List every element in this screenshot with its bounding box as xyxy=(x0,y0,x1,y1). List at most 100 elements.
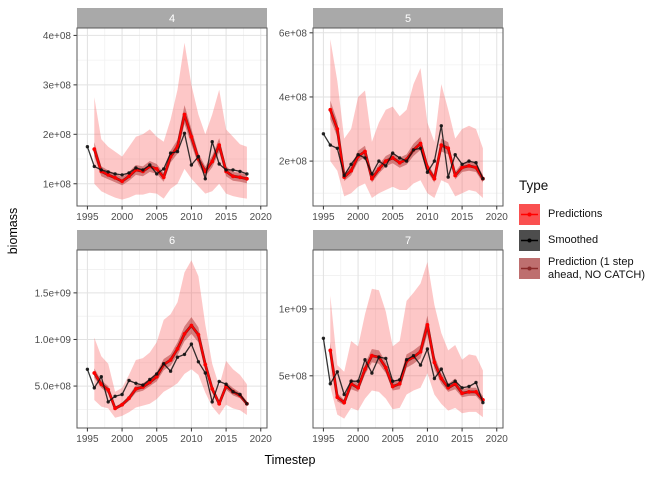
smoothed-point xyxy=(168,369,173,373)
smoothed-point xyxy=(106,400,110,404)
x-tick-label: 2000 xyxy=(347,434,370,445)
smoothed-point xyxy=(446,383,450,387)
predictions-point xyxy=(210,159,215,164)
predictions-point xyxy=(390,384,395,389)
predictions-point xyxy=(383,365,388,370)
x-tick-label: 1995 xyxy=(76,434,99,445)
x-tick-label: 2020 xyxy=(486,434,509,445)
smoothed-point xyxy=(106,170,110,174)
x-tick-label: 2015 xyxy=(215,212,238,223)
smoothed-point xyxy=(189,163,194,167)
y-tick-label: 5.0e+08 xyxy=(35,382,72,393)
smoothed-point xyxy=(196,360,201,364)
predictions-point xyxy=(154,167,159,171)
smoothed-point xyxy=(404,159,409,163)
smoothed-point xyxy=(328,382,332,386)
predictions-point xyxy=(161,175,166,180)
smoothed-point xyxy=(141,383,145,387)
x-tick-label: 2005 xyxy=(146,212,169,223)
smoothed-point xyxy=(411,354,416,358)
facet-panel-4: 4 1e+08 2e+08 3e+08 4e+08 1995 2000 2005 2010 201… xyxy=(43,8,272,223)
facet-strip xyxy=(313,8,503,28)
legend-label-smoothed: Smoothed xyxy=(548,234,599,247)
x-tick-label: 2015 xyxy=(451,434,474,445)
y-tick-label: 4e+08 xyxy=(279,92,308,103)
facet-strip xyxy=(77,230,267,250)
smoothed-point xyxy=(321,336,326,340)
x-tick-label: 1995 xyxy=(312,434,335,445)
predictions-point xyxy=(370,353,374,358)
legend-label-prediction-1step: Prediction (1 step ahead, NO CATCH) xyxy=(548,256,645,281)
smoothed-point xyxy=(210,140,214,144)
smoothed-point xyxy=(85,145,90,149)
smoothed-point xyxy=(467,159,471,163)
predictions-point xyxy=(349,168,353,173)
legend-key-glyph xyxy=(519,258,540,280)
smoothed-point xyxy=(349,162,353,166)
smoothed-point xyxy=(384,164,388,168)
x-axis-title: Timestep xyxy=(264,453,316,467)
smoothed-point xyxy=(196,154,201,159)
predictions-point xyxy=(231,174,235,179)
panel-border xyxy=(312,27,504,207)
smoothed-point xyxy=(439,124,443,128)
predictions-point xyxy=(203,362,208,367)
y-tick-label: 2e+08 xyxy=(43,130,72,141)
predictions-point xyxy=(397,381,402,386)
facet-panel-5: 5 2e+08 4e+08 6e+08 1995 2000 2005 2010 2015 2020 xyxy=(279,8,508,223)
legend-entry-predictions: Predictions xyxy=(519,204,671,225)
smoothed-point xyxy=(370,172,374,176)
smoothed-point xyxy=(411,148,416,152)
smoothed-point xyxy=(335,146,339,150)
smoothed-point xyxy=(245,172,249,176)
predictions-point xyxy=(92,147,97,152)
smoothed-point xyxy=(425,170,430,174)
legend-entry-smoothed: Smoothed xyxy=(519,230,671,251)
panel-border xyxy=(76,249,268,429)
smoothed-point xyxy=(349,379,353,383)
predictions-point xyxy=(113,175,117,180)
panel-border xyxy=(312,249,504,429)
panel-border xyxy=(76,27,268,207)
predictions-point xyxy=(328,107,333,112)
smoothed-line xyxy=(322,125,484,179)
smoothed-point xyxy=(210,400,214,404)
smoothed-point xyxy=(134,166,138,170)
smoothed-point xyxy=(321,132,326,136)
smoothed-point xyxy=(120,392,124,397)
predictions-point xyxy=(120,402,124,407)
predictions-point xyxy=(189,134,194,139)
x-tick-label: 2020 xyxy=(250,434,273,445)
predictions-point xyxy=(217,143,222,148)
smoothed-point xyxy=(189,342,194,346)
smoothed-point xyxy=(356,379,360,383)
x-tick-label: 2010 xyxy=(416,212,439,223)
smoothed-point xyxy=(162,167,166,171)
smoothed-point xyxy=(92,164,96,169)
predictions-point xyxy=(127,174,131,179)
predictions-point xyxy=(467,164,471,168)
y-tick-label: 1e+08 xyxy=(43,179,72,190)
smoothed-point xyxy=(175,149,180,154)
x-tick-label: 2015 xyxy=(451,212,474,223)
prediction-ribbon xyxy=(330,39,483,199)
smoothed-point xyxy=(460,162,464,166)
predictions-point xyxy=(113,406,117,411)
smoothed-point xyxy=(398,378,402,382)
predictions-point xyxy=(460,165,464,170)
y-tick-label: 1.0e+09 xyxy=(35,335,72,346)
prediction-ribbon xyxy=(330,262,483,419)
smoothed-point xyxy=(418,146,423,150)
smoothed-point xyxy=(203,371,207,375)
predictions-point xyxy=(328,348,333,353)
smoothed-point xyxy=(92,386,96,390)
facet-panel-7: 7 5e+08 1e+09 1995 2000 2005 2010 2015 2020 xyxy=(279,230,509,445)
smoothed-point xyxy=(134,381,138,385)
x-tick-label: 2010 xyxy=(180,212,203,223)
predictions-point xyxy=(134,387,138,391)
smoothed-point xyxy=(425,347,430,351)
smoothed-point xyxy=(155,372,159,376)
smoothed-point xyxy=(439,367,443,371)
facet-label: 4 xyxy=(169,13,175,25)
